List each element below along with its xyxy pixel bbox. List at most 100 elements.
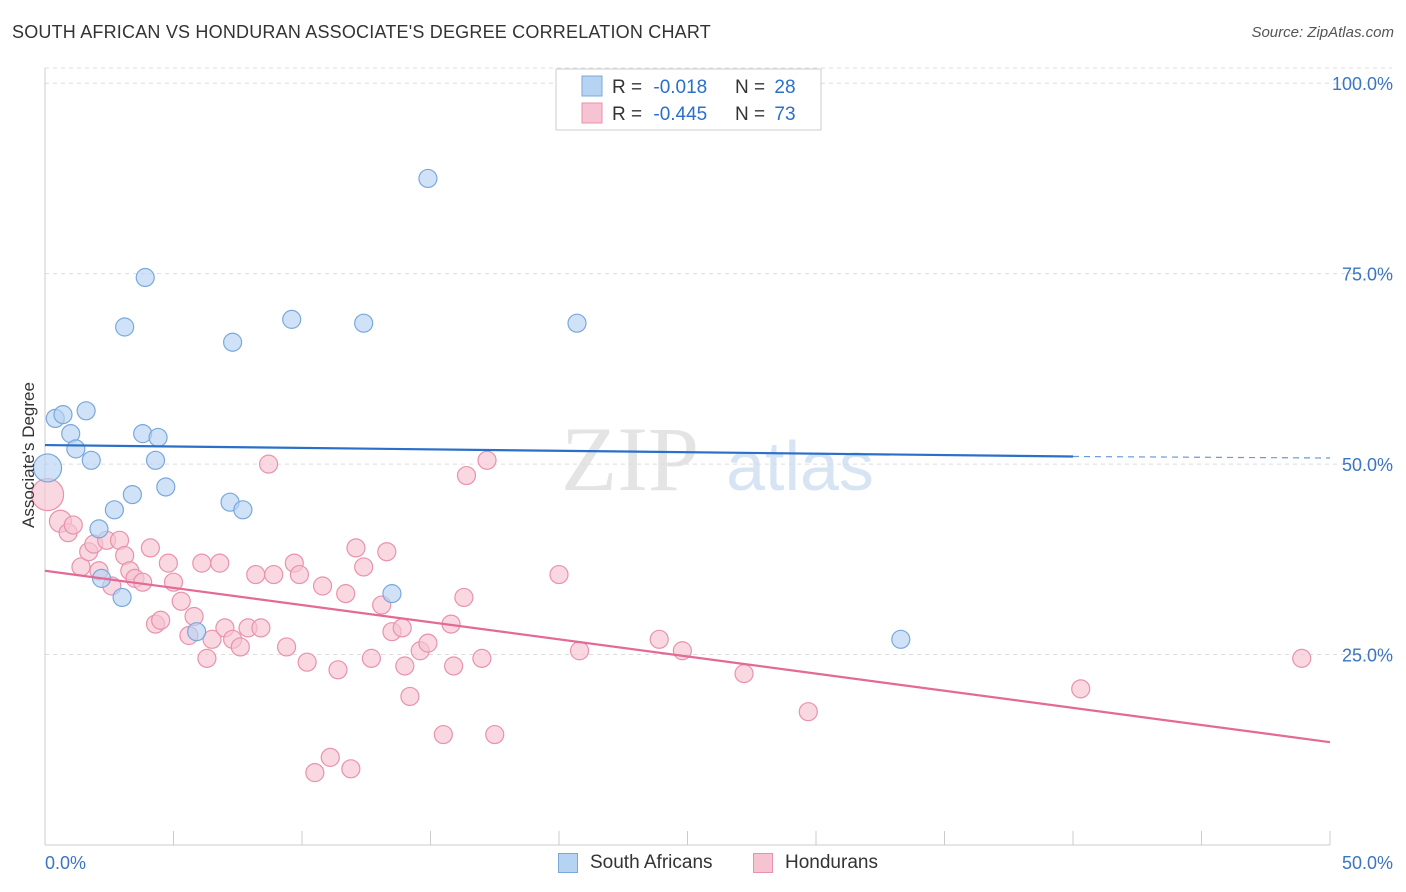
point-south-african [81,450,101,470]
point-honduran [485,724,505,745]
point-honduran [456,465,477,486]
point-south-african [891,629,911,649]
x-tick-label: 50.0% [1342,853,1393,873]
point-honduran [477,450,497,470]
point-south-african [122,484,142,505]
point-honduran [328,660,348,680]
point-honduran [140,538,160,558]
legend-r-value-2: -0.445 [653,104,707,125]
point-honduran [472,648,492,668]
point-honduran [454,587,474,608]
legend-r-label-2: R = [612,104,647,125]
x-tick-label: 0.0% [45,853,86,873]
trend-line-hondurans [44,569,1331,744]
point-honduran [258,454,279,474]
svg-text:N = 28: N = 28 [735,77,796,98]
point-honduran [400,686,420,707]
point-honduran [395,656,415,676]
point-honduran [246,564,266,585]
svg-text:R = -0.445: R = -0.445 [612,104,707,125]
point-south-african [282,309,302,329]
point-honduran [649,629,669,649]
point-south-african [354,313,374,333]
point-south-african [89,519,109,539]
point-honduran [392,618,412,638]
point-south-african [187,622,207,642]
point-honduran [433,724,453,745]
y-tick-label: 50.0% [1342,455,1393,475]
y-tick-label: 100.0% [1332,74,1393,94]
legend-item-hondurans[interactable]: Hondurans [753,852,878,874]
legend-n-label-2: N = [735,104,770,125]
point-honduran [346,538,366,558]
point-honduran [354,557,374,577]
point-south-african [135,267,155,288]
point-honduran [336,584,356,604]
point-honduran [289,564,310,585]
point-south-african [145,450,166,470]
point-honduran [1292,648,1312,668]
legend-r-value-1: -0.018 [653,77,707,98]
point-honduran [276,637,297,657]
source-label: Source: ZipAtlas.com [1251,24,1394,41]
point-honduran [210,553,230,573]
tick-labels: 25.0% 50.0% 75.0% 100.0% 0.0% 50.0% [45,74,1393,873]
point-honduran [444,656,464,676]
point-south-african [233,500,253,520]
point-south-african [382,584,402,604]
legend-n-label-1: N = [735,77,770,98]
point-honduran [264,564,284,585]
point-honduran [361,648,381,668]
point-south-african [66,439,86,459]
point-south-african [76,401,96,421]
legend-swatch-blue [581,75,603,97]
point-south-african [53,405,73,425]
legend-swatch-hondurans [753,853,773,873]
y-tick-label: 75.0% [1342,265,1393,285]
point-honduran [197,648,217,668]
chart-title: SOUTH AFRICAN VS HONDURAN ASSOCIATE'S DE… [12,22,711,42]
watermark-atlas: atlas [726,427,874,505]
point-honduran [312,576,333,596]
watermark-zip: ZIP [561,408,699,510]
point-honduran [1071,679,1091,699]
point-south-african [223,332,243,352]
point-south-african [32,453,63,483]
point-honduran [63,515,83,535]
legend-item-south-africans[interactable]: South Africans [558,852,713,874]
point-south-african [567,313,587,333]
point-honduran [251,618,271,638]
point-south-african [156,477,176,497]
point-honduran [297,652,317,672]
point-honduran [151,610,171,630]
legend-swatch-south-africans [558,853,578,873]
y-axis-label: Associate's Degree [19,382,38,528]
trend-line-south-africans [44,443,1074,458]
point-honduran [798,702,818,722]
point-honduran [418,633,438,653]
point-south-african [104,500,124,520]
legend-box: R = -0.018 N = 28 R = -0.445 N = 73 [555,68,822,131]
svg-text:N = 73: N = 73 [735,104,796,125]
y-tick-label: 25.0% [1342,646,1393,666]
trend-lines [44,443,1331,744]
point-south-african [115,317,135,337]
legend-r-label-1: R = [612,77,647,98]
point-honduran [192,553,212,573]
point-south-african [418,168,438,189]
point-honduran [158,553,178,573]
point-honduran [734,664,754,684]
watermark: ZIP atlas [561,408,874,510]
legend-label-south-africans: South Africans [590,852,713,873]
point-honduran [549,564,569,585]
gridlines [45,67,1392,656]
point-honduran [171,591,191,611]
svg-text:R = -0.018: R = -0.018 [612,77,707,98]
legend-label-hondurans: Hondurans [785,852,878,873]
point-honduran [341,759,361,779]
point-south-african [112,587,132,608]
bottom-legend: South Africans Hondurans [0,852,1406,878]
legend-n-value-1: 28 [774,77,795,98]
legend-swatch-pink [581,102,603,124]
point-honduran [230,637,250,657]
